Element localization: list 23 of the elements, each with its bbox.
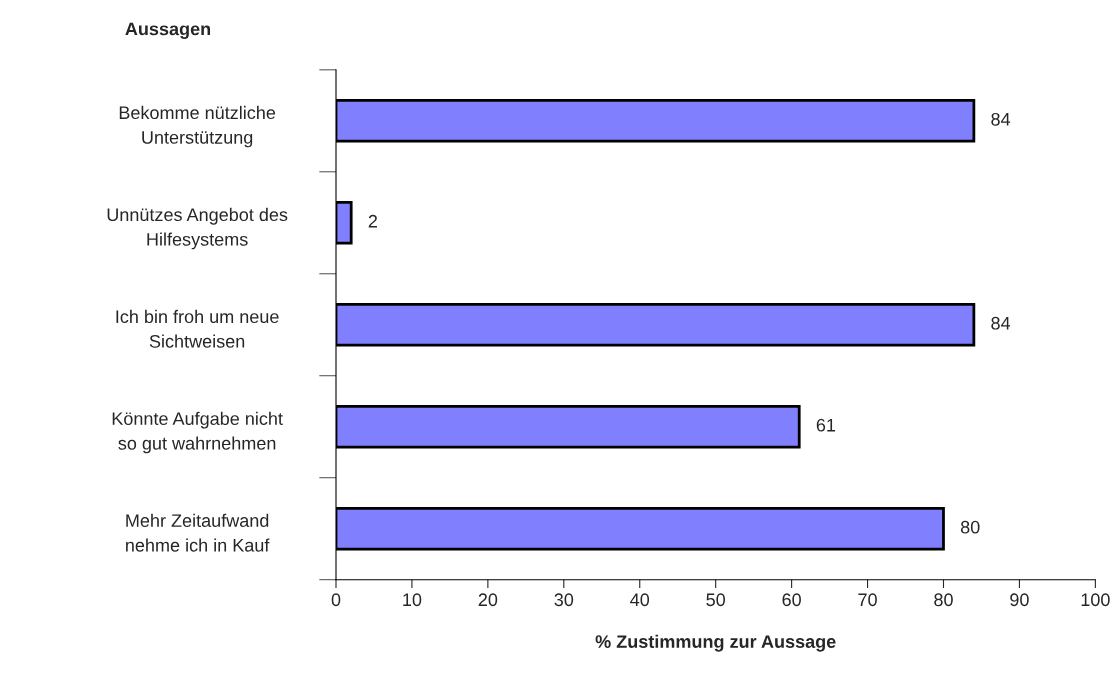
x-tick-label: 60	[782, 593, 801, 607]
data-label: 84	[991, 316, 1011, 330]
y-tick-label: Ich bin froh um neue Sichtweisen	[116, 309, 279, 348]
data-label: 80	[960, 520, 980, 534]
x-tick-label: 90	[1010, 593, 1029, 607]
y-tick-label: Mehr Zeitaufwand nehme ich in Kauf	[126, 513, 270, 552]
data-label: 84	[991, 112, 1011, 126]
x-axis-title: % Zustimmung zur Aussage	[595, 634, 836, 652]
x-tick-label: 100	[1081, 593, 1110, 607]
x-tick-label: 20	[478, 593, 498, 607]
data-label: 61	[816, 418, 836, 432]
x-tick-label: 10	[403, 593, 422, 607]
y-tick-label: Könnte Aufgabe nicht so gut wahrnehmen	[112, 411, 283, 454]
y-tick-label: Bekomme nützliche Unterstützung	[119, 105, 276, 148]
x-tick-label: 50	[706, 593, 726, 607]
y-tick-label: Unnützes Angebot des Hilfesystems	[107, 207, 288, 250]
data-label: 2	[368, 214, 377, 228]
x-tick-label: 70	[858, 593, 877, 607]
x-tick-label: 80	[934, 593, 953, 607]
x-tick-label: 40	[630, 593, 650, 607]
x-tick-label: 0	[331, 593, 341, 607]
y-axis-title: Aussagen	[125, 22, 211, 39]
x-tick-label: 30	[554, 593, 574, 607]
